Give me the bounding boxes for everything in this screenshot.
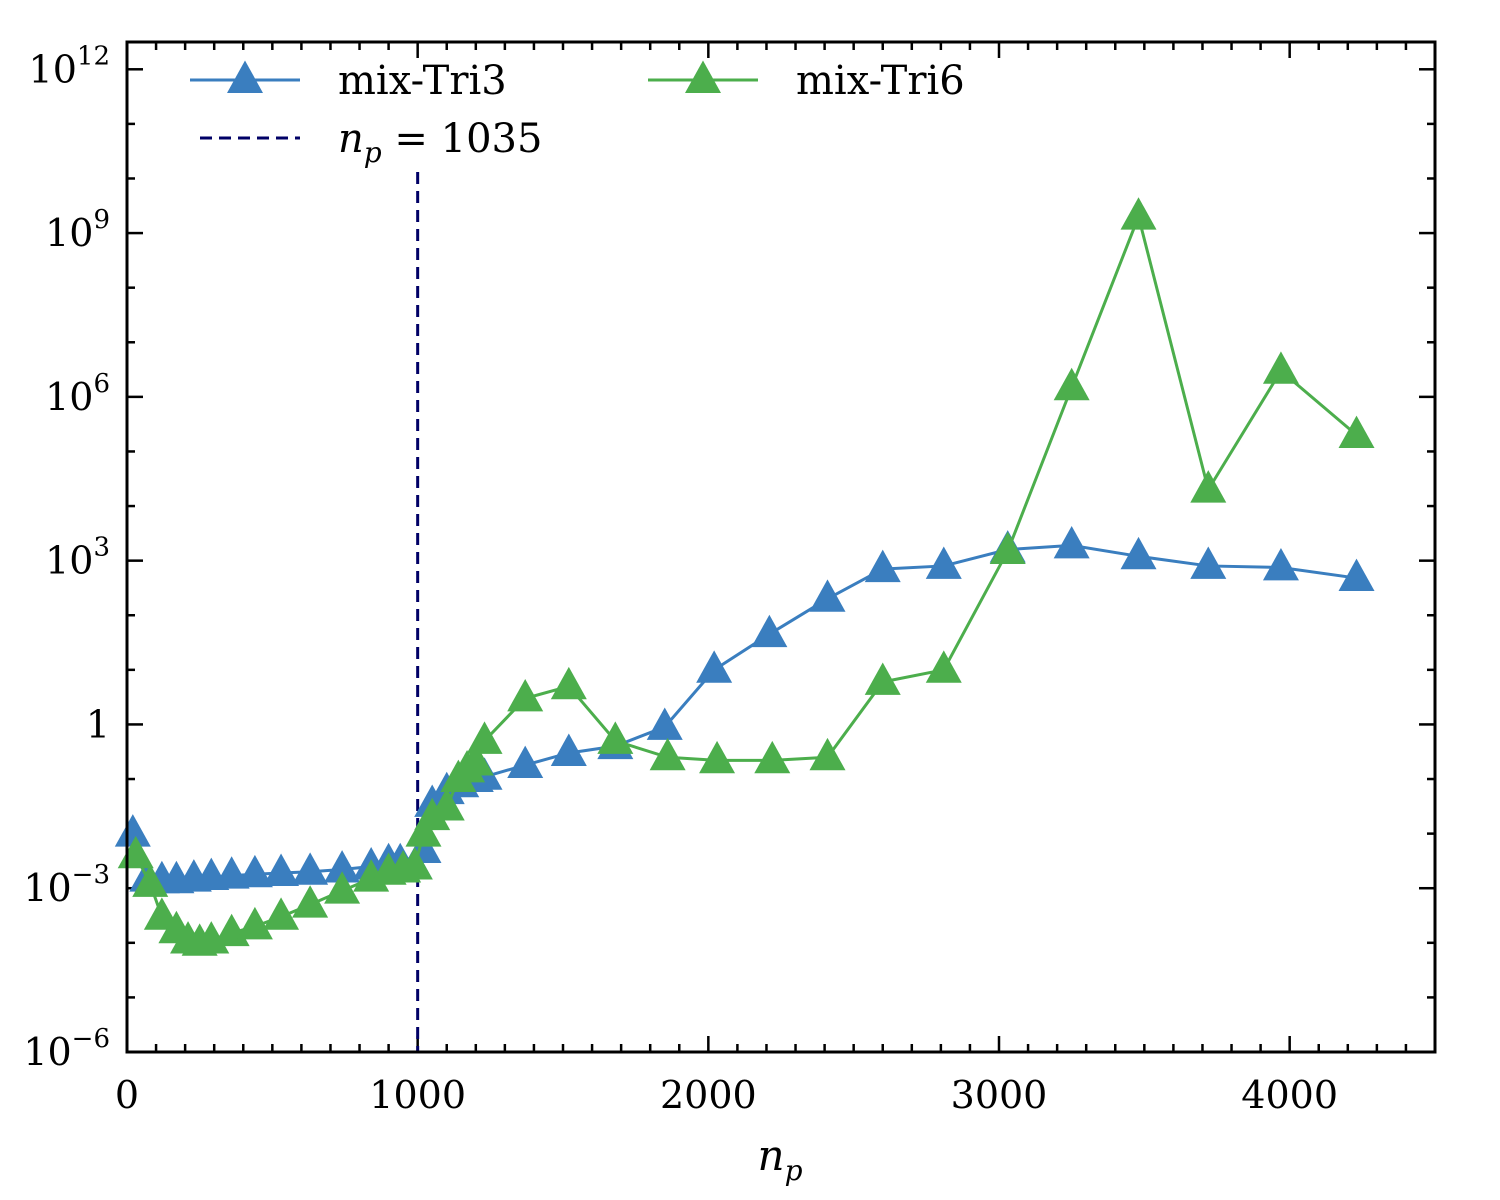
y-tick-label: 109	[45, 205, 110, 255]
data-point	[550, 666, 587, 700]
data-point	[324, 850, 361, 883]
x-axis-ticks: 0 1000 2000 3000 4000	[115, 42, 1437, 1117]
y-tick-label: 103	[45, 533, 110, 583]
y-tick-label: 10−3	[23, 860, 110, 910]
data-point	[1053, 367, 1090, 401]
data-point	[414, 797, 451, 831]
data-point	[1338, 415, 1375, 448]
data-point	[754, 740, 791, 774]
data-point	[466, 721, 503, 754]
x-tick-label: 0	[115, 1073, 139, 1117]
data-point	[507, 678, 544, 712]
data-point	[597, 721, 634, 754]
plot-frame	[125, 40, 1437, 1054]
legend-item: mix-Tri3	[190, 58, 507, 104]
data-point	[263, 853, 300, 886]
data-point	[699, 740, 736, 774]
legend-marker	[685, 60, 721, 93]
data-point	[809, 737, 846, 771]
data-point	[324, 871, 361, 904]
data-point	[428, 788, 465, 821]
x-tick-label: 4000	[1241, 1073, 1338, 1117]
legend: mix-Tri3 mix-Tri6 np = 1035	[190, 58, 965, 169]
data-point	[649, 737, 686, 771]
legend-label: np = 1035	[338, 116, 542, 169]
data-point	[1338, 558, 1375, 592]
legend-label: mix-Tri3	[338, 58, 507, 104]
legend-marker	[227, 60, 263, 93]
y-tick-label: 10−6	[23, 1024, 110, 1074]
data-point	[646, 707, 683, 740]
data-point	[292, 885, 329, 918]
data-point	[1120, 197, 1157, 230]
data-point	[925, 650, 962, 683]
data-point	[989, 531, 1026, 564]
data-point	[457, 743, 494, 776]
data-point	[1262, 351, 1299, 384]
data-point	[114, 814, 151, 847]
data-point	[751, 614, 788, 648]
data-point	[292, 852, 329, 885]
legend-item: np = 1035	[200, 116, 542, 169]
data-point	[864, 549, 901, 583]
y-axis-ticks: 10−6 10−3 1 103 106 109 1012	[23, 41, 1435, 1074]
series-mix-Tri6	[117, 197, 1375, 956]
y-tick-label: 1012	[29, 41, 110, 91]
y-tick-label: 1	[86, 702, 110, 746]
data-point	[405, 814, 442, 847]
data-point	[263, 897, 300, 930]
data-point	[1190, 470, 1227, 503]
data-point	[1262, 548, 1299, 581]
data-point	[550, 733, 587, 766]
data-point	[236, 854, 273, 888]
data-point	[809, 579, 846, 612]
legend-label: mix-Tri6	[796, 58, 965, 104]
series-line	[134, 211, 1358, 945]
data-point	[1053, 525, 1090, 559]
data-point	[696, 650, 733, 683]
data-point	[213, 856, 250, 889]
plot-area	[114, 172, 1375, 1052]
series-line	[131, 543, 1357, 882]
data-point	[507, 745, 544, 779]
data-point	[864, 662, 901, 695]
legend-item: mix-Tri6	[648, 58, 965, 104]
series-mix-Tri3	[114, 525, 1375, 894]
x-tick-label: 2000	[660, 1073, 757, 1117]
data-point	[236, 906, 273, 940]
x-tick-label: 3000	[951, 1073, 1048, 1117]
data-point	[1190, 546, 1227, 579]
data-point	[396, 847, 433, 880]
x-axis-label: np	[758, 1131, 803, 1187]
data-point	[132, 864, 169, 897]
data-point	[925, 546, 962, 579]
x-tick-label: 1000	[369, 1073, 466, 1117]
data-point	[1120, 536, 1157, 570]
y-tick-label: 106	[45, 369, 110, 419]
